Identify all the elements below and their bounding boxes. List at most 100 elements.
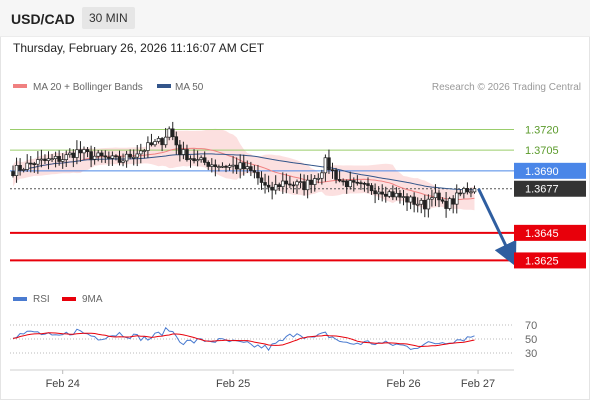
candle-body xyxy=(60,159,65,162)
candle-body xyxy=(359,182,363,185)
candle xyxy=(284,173,289,194)
rsi-ma9-line xyxy=(12,332,475,348)
candle xyxy=(114,154,118,161)
candle xyxy=(256,164,260,185)
candle-body xyxy=(92,155,97,160)
candle-body xyxy=(330,169,335,172)
candle xyxy=(96,150,100,162)
candle xyxy=(455,184,459,214)
candle xyxy=(327,149,331,174)
x-tick-label-Feb 24: Feb 24 xyxy=(46,378,80,390)
candle-body xyxy=(266,184,271,188)
candle-body xyxy=(107,156,111,159)
candle-body xyxy=(288,183,292,186)
level-label-1.3625: 1.3625 xyxy=(525,255,559,267)
candle-body xyxy=(469,191,473,194)
candle-body xyxy=(181,149,186,155)
candle-body xyxy=(444,200,448,209)
candle xyxy=(465,182,470,195)
x-tick-label-Feb 27: Feb 27 xyxy=(461,378,495,390)
candle-body xyxy=(50,158,54,161)
level-label-1.3690: 1.3690 xyxy=(525,166,559,178)
candle xyxy=(53,151,58,168)
candle xyxy=(85,147,90,158)
rsi-line xyxy=(12,326,475,352)
candle-body xyxy=(188,158,193,161)
candle xyxy=(348,171,353,190)
candle-body xyxy=(124,153,129,162)
candle-body xyxy=(447,198,452,209)
candle xyxy=(426,194,431,218)
candle xyxy=(174,131,179,155)
candle xyxy=(344,179,349,194)
candle-body xyxy=(245,166,250,170)
forecast-arrow xyxy=(477,188,517,267)
candle-body xyxy=(234,164,239,170)
candle xyxy=(380,184,384,202)
candle-body xyxy=(348,180,353,188)
candle-body xyxy=(224,165,228,168)
candle-body xyxy=(252,170,257,173)
candle-body xyxy=(355,181,360,184)
candle-body xyxy=(68,152,72,156)
candle xyxy=(316,173,321,184)
candle xyxy=(273,175,278,195)
candle xyxy=(419,198,424,214)
candle xyxy=(39,149,44,168)
timeframe-badge[interactable]: 30 MIN xyxy=(82,7,135,29)
candle xyxy=(103,150,108,164)
candle-body xyxy=(249,166,253,171)
candle xyxy=(92,147,97,165)
candle xyxy=(146,136,150,158)
candle xyxy=(266,175,271,193)
candle-body xyxy=(412,196,416,205)
level-label-box-1.3690 xyxy=(514,162,586,179)
candle xyxy=(121,153,125,167)
candle-body xyxy=(217,166,221,168)
rsi-legend: RSI 9MA xyxy=(13,294,103,305)
candle xyxy=(99,150,104,163)
rsi-legend-label: RSI xyxy=(33,294,50,305)
candle-body xyxy=(366,183,370,186)
candle-body xyxy=(206,162,211,167)
candle-body xyxy=(437,192,441,201)
candle-body xyxy=(369,185,374,192)
candle xyxy=(195,150,200,167)
candle xyxy=(355,175,360,186)
candle-body xyxy=(117,156,122,163)
candle xyxy=(156,136,161,144)
candle xyxy=(124,150,129,168)
candle xyxy=(131,149,136,166)
candle xyxy=(60,153,65,169)
candle xyxy=(29,156,33,173)
candle xyxy=(366,177,370,194)
x-tick-label-Feb 26: Feb 26 xyxy=(386,378,420,390)
candle-body xyxy=(362,182,367,185)
candle-body xyxy=(430,197,434,200)
candle xyxy=(423,194,427,218)
candle xyxy=(220,162,225,169)
candle-body xyxy=(82,149,86,154)
candle-body xyxy=(394,192,399,198)
candle xyxy=(231,156,235,174)
candle xyxy=(171,121,175,141)
candle-body xyxy=(178,144,182,155)
level-label-box-1.3625 xyxy=(514,252,586,269)
candle xyxy=(21,167,26,173)
candle xyxy=(458,189,463,197)
candle-body xyxy=(462,188,466,194)
candle-body xyxy=(53,156,58,160)
candle-body xyxy=(29,162,33,165)
candle-body xyxy=(426,198,431,210)
candle xyxy=(50,153,54,163)
price-level-labels: 1.3720 1.3705 1.3690 1.3677 1.3645 1.3625 xyxy=(514,124,586,269)
candle xyxy=(117,150,122,166)
candle-body xyxy=(387,191,392,197)
candle xyxy=(149,133,154,147)
candle-body xyxy=(167,128,171,138)
candle xyxy=(369,183,374,195)
candle xyxy=(242,154,246,176)
candle xyxy=(313,174,317,192)
candle xyxy=(302,174,306,196)
x-tick-label-Feb 25: Feb 25 xyxy=(216,378,250,390)
